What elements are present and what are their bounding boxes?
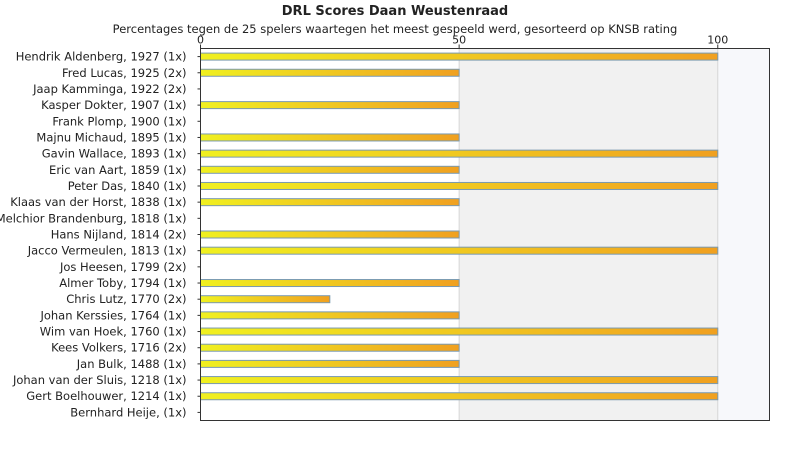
bar [200, 68, 460, 77]
category-label: Gert Boelhouwer, 1214 (1x) [26, 389, 186, 403]
category-label: Jacco Vermeulen, 1813 (1x) [27, 244, 187, 258]
category-label: Wim van Hoek, 1760 (1x) [40, 325, 187, 339]
bar [200, 376, 719, 385]
category-label: Fred Lucas, 1925 (2x) [62, 66, 186, 80]
category-label: Majnu Michaud, 1895 (1x) [36, 130, 186, 144]
bar [200, 295, 331, 304]
category-label: Bernhard Heije, (1x) [70, 405, 186, 419]
plot-frame [200, 48, 770, 421]
tick-label: 0 [197, 34, 204, 47]
bar [200, 149, 719, 158]
background-band [717, 48, 770, 421]
bar [200, 52, 719, 61]
bar [200, 327, 719, 336]
category-label: Gavin Wallace, 1893 (1x) [42, 147, 187, 161]
category-label: Klaas van der Horst, 1838 (1x) [10, 195, 186, 209]
bars [200, 52, 719, 401]
bar [200, 343, 460, 352]
bar [200, 311, 460, 320]
category-labels: Hendrik Aldenberg, 1927 (1x) Fred Lucas, … [0, 50, 201, 419]
background-band [459, 48, 718, 421]
category-label: Johan van der Sluis, 1218 (1x) [12, 373, 187, 387]
bar [200, 165, 460, 174]
tick-label: 100 [707, 34, 728, 47]
bar [200, 246, 719, 255]
category-label: Chris Lutz, 1770 (2x) [66, 292, 186, 306]
category-label: Melchior Brandenburg, 1818 (1x) [0, 211, 187, 225]
category-label: Hans Nijland, 1814 (2x) [51, 228, 187, 242]
bar [200, 198, 460, 207]
bar [200, 230, 460, 239]
x-axis-ticks: 0 50 100 [197, 34, 728, 49]
category-label: Jan Bulk, 1488 (1x) [76, 357, 187, 371]
category-label: Kees Volkers, 1716 (2x) [51, 341, 186, 355]
category-label: Johan Kerssies, 1764 (1x) [39, 308, 186, 322]
bar [200, 359, 460, 368]
category-label: Almer Toby, 1794 (1x) [59, 276, 186, 290]
bar [200, 101, 460, 110]
category-label: Eric van Aart, 1859 (1x) [49, 163, 186, 177]
bar [200, 392, 719, 401]
category-label: Frank Plomp, 1900 (1x) [52, 114, 186, 128]
tick-label: 50 [452, 34, 466, 47]
category-label: Hendrik Aldenberg, 1927 (1x) [16, 50, 187, 64]
category-label: Jos Heesen, 1799 (2x) [59, 260, 187, 274]
bar [200, 133, 460, 142]
chart-subtitle: Percentages tegen de 25 spelers waartege… [112, 22, 678, 36]
category-label: Peter Das, 1840 (1x) [68, 179, 187, 193]
bar [200, 181, 719, 190]
category-label: Kasper Dokter, 1907 (1x) [41, 98, 186, 112]
category-label: Jaap Kamminga, 1922 (2x) [32, 82, 186, 96]
background-bands [200, 48, 770, 421]
bar [200, 279, 460, 288]
chart-title: DRL Scores Daan Weustenraad [281, 4, 509, 19]
